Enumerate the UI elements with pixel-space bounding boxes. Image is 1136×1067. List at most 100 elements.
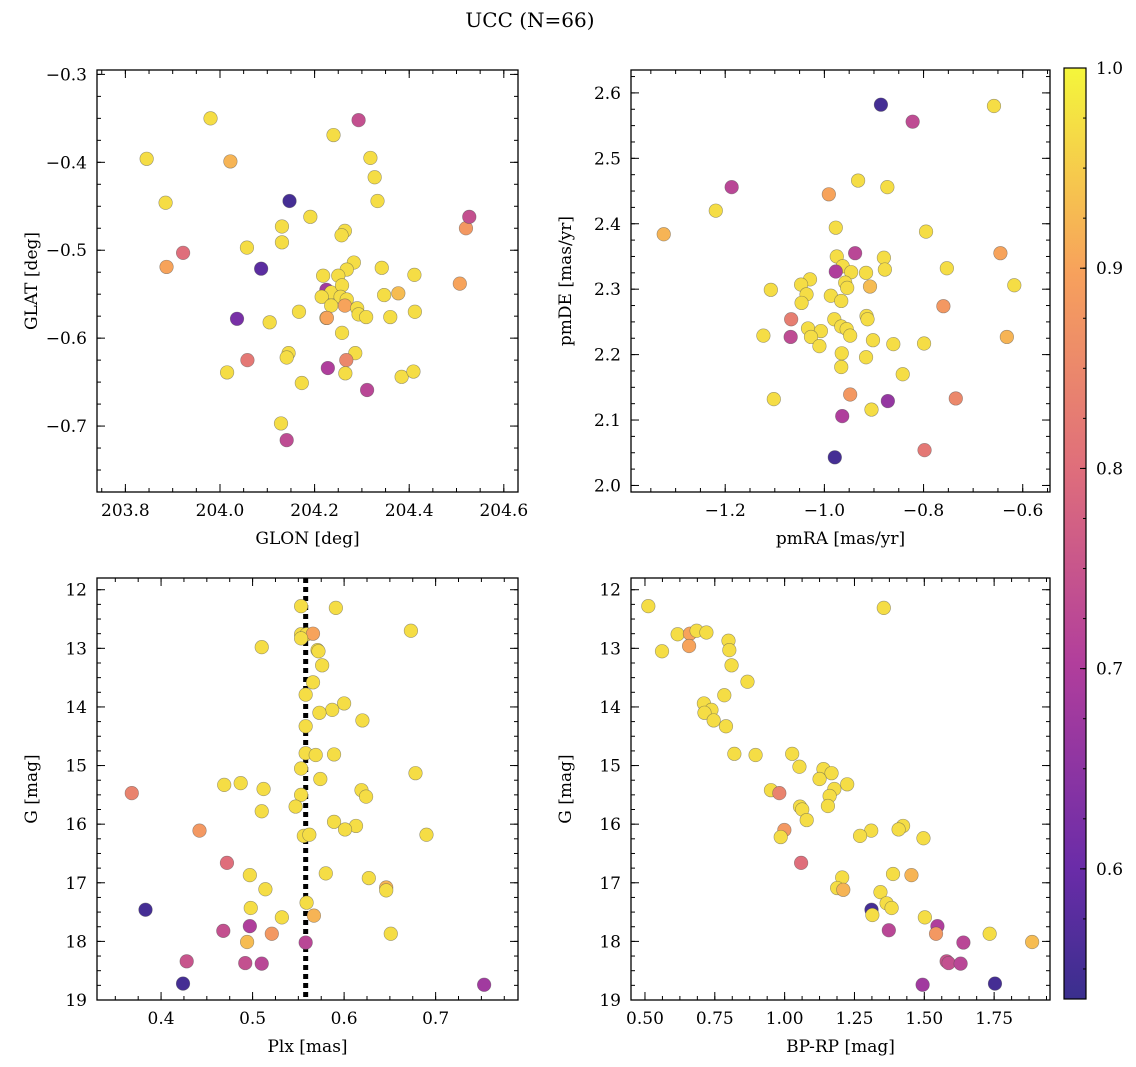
data-point (916, 336, 932, 351)
x-tick-label: 203.8 (101, 501, 150, 521)
colorbar: 0.6 0.7 0.8 0.9 1.0 (1063, 59, 1123, 1000)
data-point (654, 644, 670, 659)
data-point (351, 113, 366, 128)
y-tick-label: 14 (65, 698, 87, 718)
data-point (982, 926, 997, 941)
y-tick-label: 16 (65, 815, 87, 835)
data-point (891, 822, 906, 837)
data-point (298, 687, 313, 702)
data-point (876, 600, 891, 615)
data-point (851, 173, 866, 188)
data-point (282, 193, 297, 209)
data-point (192, 823, 207, 838)
y-axis-label: GLAT [deg] (22, 232, 42, 330)
data-point (419, 827, 434, 842)
data-point (862, 279, 878, 294)
data-point (298, 935, 313, 950)
data-point (452, 276, 467, 291)
x-tick-label: 204.6 (479, 501, 528, 521)
data-point (792, 759, 807, 774)
data-point (905, 114, 920, 129)
data-point (895, 367, 910, 382)
data-point (727, 746, 742, 761)
data-point (641, 599, 656, 614)
x-axis-label: pmRA [mas/yr] (776, 529, 905, 549)
y-tick-label: −0.3 (46, 65, 87, 85)
data-point (288, 799, 303, 814)
data-point (223, 154, 238, 169)
data-point (836, 882, 851, 897)
data-point (835, 409, 850, 424)
x-tick-label: 0.50 (626, 1009, 664, 1029)
data-point (240, 353, 255, 368)
data-point (718, 719, 734, 734)
y-axis-label: G [mag] (22, 754, 42, 823)
data-point (326, 747, 342, 762)
data-point (159, 259, 174, 275)
data-point (383, 926, 398, 941)
data-point (326, 127, 341, 143)
data-point (138, 902, 153, 917)
data-point (885, 866, 901, 882)
data-point (858, 350, 874, 365)
data-point (367, 170, 382, 185)
y-tick-label: 2.2 (594, 346, 621, 366)
data-point (262, 315, 277, 330)
data-point (254, 956, 269, 971)
data-point (462, 209, 477, 224)
data-point (337, 822, 353, 837)
data-point (873, 885, 888, 900)
data-point (834, 293, 849, 309)
data-point (324, 298, 339, 313)
data-point (239, 240, 255, 255)
data-point (370, 193, 385, 209)
y-tick-label: 15 (65, 757, 87, 777)
data-point (306, 908, 322, 923)
data-point (772, 786, 787, 801)
data-point (827, 450, 842, 465)
data-point (175, 976, 191, 991)
data-point (803, 329, 819, 345)
data-point (956, 935, 971, 950)
data-point (374, 260, 389, 275)
data-point (756, 328, 771, 343)
data-point (158, 195, 173, 210)
data-point (670, 627, 685, 642)
data-point (724, 180, 739, 195)
data-point (993, 246, 1008, 261)
data-point (264, 926, 279, 941)
data-point (1007, 278, 1022, 293)
data-point (763, 282, 778, 297)
data-point (274, 910, 289, 925)
x-tick-label: 1.00 (766, 1009, 804, 1029)
x-tick-label: 1.25 (836, 1009, 874, 1029)
data-point (124, 786, 139, 801)
data-point (918, 224, 934, 239)
data-point (939, 261, 954, 276)
data-point (219, 365, 235, 380)
data-point (408, 766, 423, 781)
data-point (293, 787, 309, 802)
data-point (699, 625, 714, 640)
y-tick-label: 18 (65, 932, 87, 952)
data-point (312, 705, 327, 720)
data-point (334, 325, 350, 340)
data-point (953, 956, 968, 971)
y-tick-label: 13 (599, 639, 621, 659)
data-point (339, 353, 354, 368)
data-point (407, 304, 422, 319)
data-point (294, 375, 309, 391)
data-point (840, 777, 855, 792)
y-tick-label: 2.1 (594, 411, 621, 431)
data-point (338, 366, 353, 381)
data-point (219, 855, 235, 870)
data-point (337, 298, 352, 313)
data-point (233, 776, 248, 791)
data-point (403, 623, 419, 638)
data-point (773, 829, 788, 845)
panel-bprp-g: 0.50 0.75 1.00 1.25 1.50 1.75 12 13 14 15 16 17 18 19… (556, 577, 1051, 1057)
x-tick-label: 1.50 (905, 1009, 943, 1029)
data-point (880, 393, 895, 409)
y-axis-label: G [mag] (556, 754, 576, 823)
data-point (139, 151, 154, 166)
